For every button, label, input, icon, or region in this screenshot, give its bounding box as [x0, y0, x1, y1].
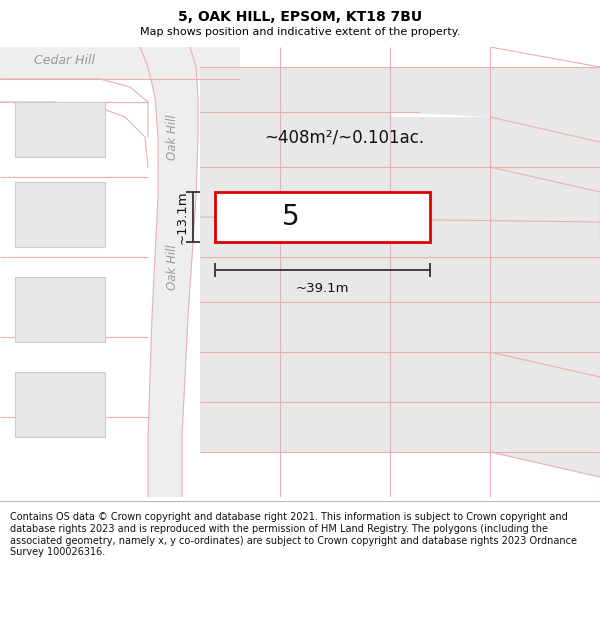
Polygon shape [390, 67, 490, 117]
Text: Contains OS data © Crown copyright and database right 2021. This information is : Contains OS data © Crown copyright and d… [10, 512, 577, 557]
Text: Map shows position and indicative extent of the property.: Map shows position and indicative extent… [140, 27, 460, 37]
Polygon shape [200, 112, 280, 167]
Polygon shape [200, 167, 280, 257]
Text: Oak Hill: Oak Hill [167, 244, 179, 290]
Bar [215, 192, 430, 242]
Polygon shape [390, 257, 490, 302]
Polygon shape [390, 167, 490, 257]
Polygon shape [390, 302, 490, 352]
Polygon shape [390, 352, 490, 402]
Polygon shape [390, 117, 490, 167]
Text: ~13.1m: ~13.1m [176, 190, 189, 244]
Polygon shape [280, 257, 390, 302]
Polygon shape [280, 352, 390, 402]
Text: 5, OAK HILL, EPSOM, KT18 7BU: 5, OAK HILL, EPSOM, KT18 7BU [178, 11, 422, 24]
Text: 5: 5 [281, 203, 299, 231]
Polygon shape [200, 352, 280, 402]
Text: Cedar Hill: Cedar Hill [35, 54, 95, 68]
Polygon shape [490, 117, 600, 192]
Polygon shape [490, 302, 600, 377]
Polygon shape [0, 47, 240, 79]
Polygon shape [490, 67, 600, 142]
Polygon shape [390, 402, 490, 452]
Polygon shape [490, 192, 600, 257]
Polygon shape [280, 167, 390, 257]
Polygon shape [200, 302, 280, 352]
Polygon shape [490, 377, 600, 477]
Polygon shape [280, 112, 390, 167]
Polygon shape [200, 67, 390, 112]
Text: ~408m²/~0.101ac.: ~408m²/~0.101ac. [264, 128, 424, 146]
Polygon shape [280, 302, 390, 352]
Bar [15, 372, 105, 437]
Bar [15, 277, 105, 342]
Bar [15, 102, 105, 157]
Bar [15, 182, 105, 247]
Polygon shape [280, 402, 390, 452]
Text: ~39.1m: ~39.1m [296, 282, 349, 295]
Text: Oak Hill: Oak Hill [167, 114, 179, 160]
Polygon shape [140, 47, 198, 497]
Polygon shape [200, 257, 280, 302]
Polygon shape [490, 257, 600, 302]
Polygon shape [200, 402, 280, 452]
